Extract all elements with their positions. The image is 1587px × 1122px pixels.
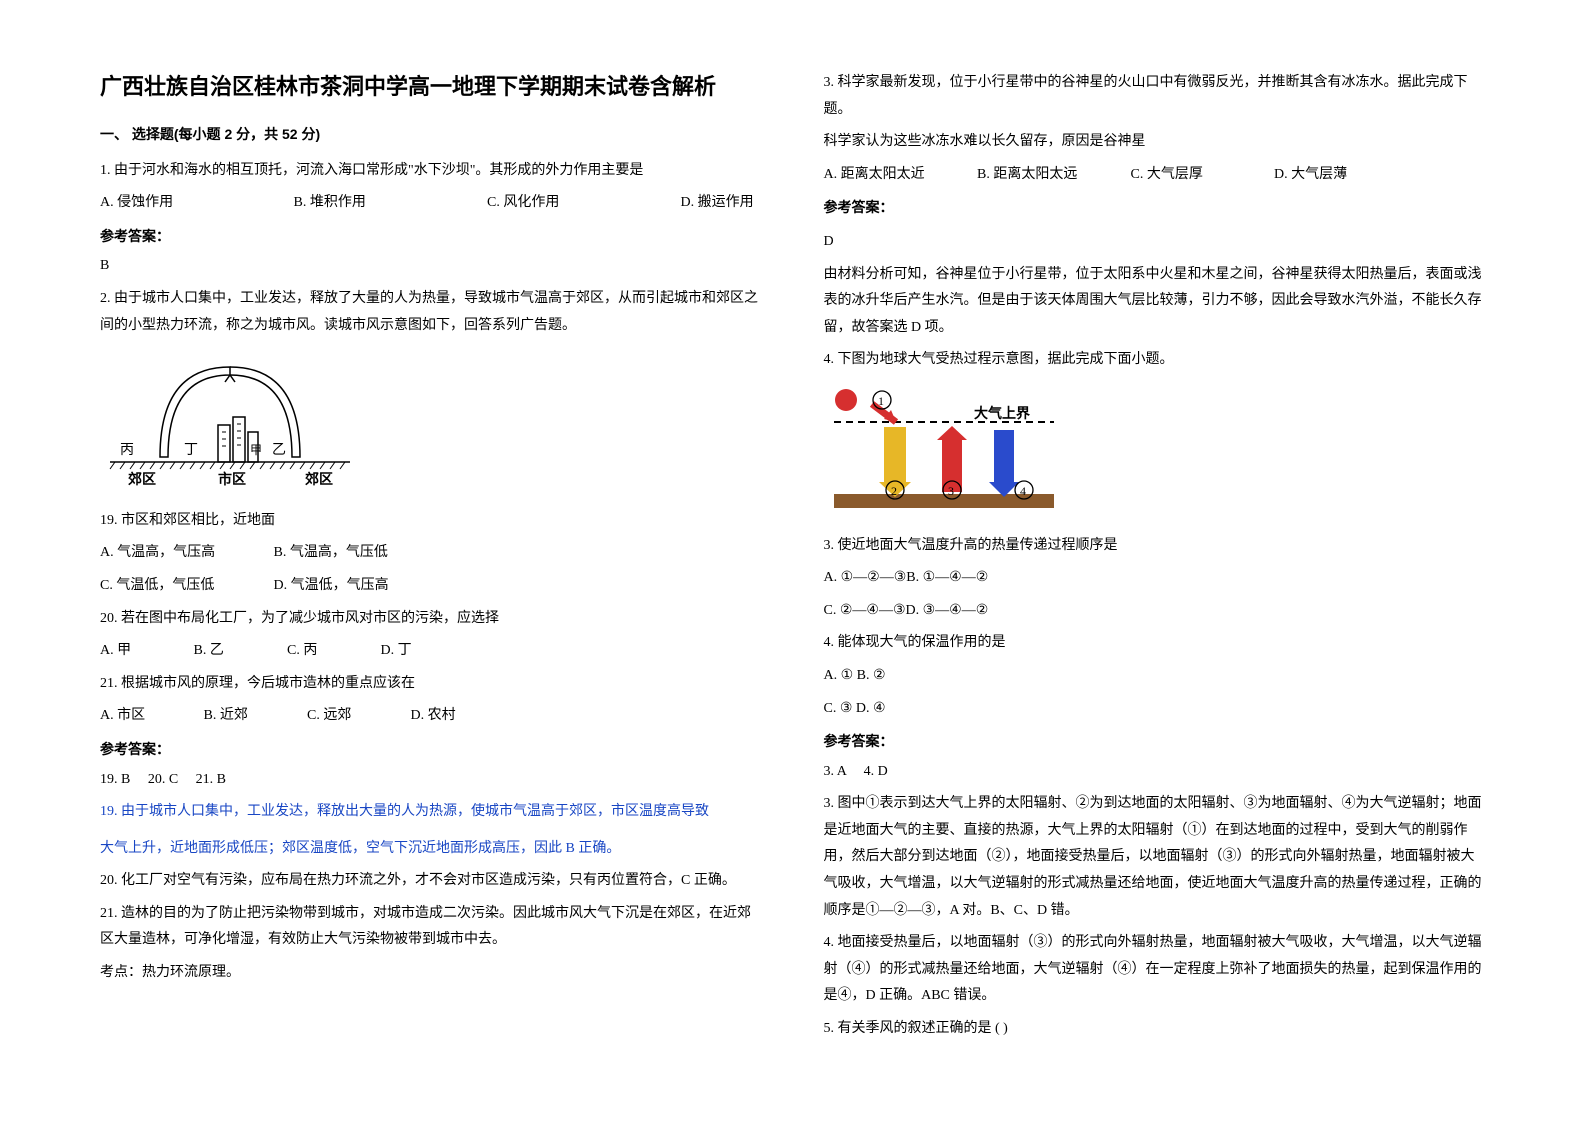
q2-19-opts-row1: A. 气温高，气压高 B. 气温高，气压低 — [100, 540, 764, 567]
city-wind-diagram: 丙 丁 甲 乙 郊区 市区 郊区 — [100, 347, 764, 498]
q3-exp: 由材料分析可知，谷神星位于小行星带，位于太阳系中火星和木星之间，谷神星获得太阳热… — [824, 262, 1488, 342]
diagram-label-bing: 丙 — [120, 443, 134, 458]
q1-opt-b: B. 堆积作用 — [294, 190, 484, 217]
diagram-label-left: 郊区 — [128, 471, 156, 487]
q2-20-opts: A. 甲 B. 乙 C. 丙 D. 丁 — [100, 638, 764, 665]
q2-19-a: A. 气温高，气压高 — [100, 540, 270, 567]
q1-stem: 1. 由于河水和海水的相互顶托，河流入海口常形成"水下沙坝"。其形成的外力作用主… — [100, 158, 764, 185]
svg-text:2: 2 — [891, 484, 897, 498]
q3-opts: A. 距离太阳太近 B. 距离太阳太远 C. 大气层厚 D. 大气层薄 — [824, 162, 1488, 189]
exam-title: 广西壮族自治区桂林市茶洞中学高一地理下学期期末试卷含解析 — [100, 70, 764, 103]
q2-exp19b: 大气上升，近地面形成低压；郊区温度低，空气下沉近地面形成高压，因此 B 正确。 — [100, 836, 764, 863]
q2-answer-line: 19. B 20. C 21. B — [100, 767, 764, 794]
q5-stem: 5. 有关季风的叙述正确的是 ( ) — [824, 1016, 1488, 1043]
q4-intro: 4. 下图为地球大气受热过程示意图，据此完成下面小题。 — [824, 347, 1488, 374]
q2-20-d: D. 丁 — [381, 638, 412, 665]
q4-exp3: 3. 图中①表示到达大气上界的太阳辐射、②为到达地面的太阳辐射、③为地面辐射、④… — [824, 791, 1488, 924]
svg-text:4: 4 — [1020, 484, 1026, 498]
q2-21-a: A. 市区 — [100, 703, 200, 730]
q3-stem: 科学家认为这些冰冻水难以长久留存，原因是谷神星 — [824, 129, 1488, 156]
q4-3-ab: A. ①—②—③B. ①—④—② — [824, 565, 1488, 592]
q3-intro: 3. 科学家最新发现，位于小行星带中的谷神星的火山口中有微弱反光，并推断其含有冰… — [824, 70, 1488, 123]
q4-4-ab: A. ① B. ② — [824, 663, 1488, 690]
q1-opt-d: D. 搬运作用 — [681, 190, 754, 217]
q4-3-stem: 3. 使近地面大气温度升高的热量传递过程顺序是 — [824, 533, 1488, 560]
atm-top-label: 大气上界 — [974, 405, 1031, 422]
q3-c: C. 大气层厚 — [1131, 162, 1271, 189]
q4-3-cd: C. ②—④—③D. ③—④—② — [824, 598, 1488, 625]
q2-exp21: 21. 造林的目的为了防止把污染物带到城市，对城市造成二次污染。因此城市风大气下… — [100, 901, 764, 954]
q4-4-cd: C. ③ D. ④ — [824, 696, 1488, 723]
diagram-label-yi: 乙 — [272, 442, 286, 458]
q2-20-b: B. 乙 — [194, 638, 284, 665]
q2-exp20: 20. 化工厂对空气有污染，应布局在热力环流之外，才不会对市区造成污染，只有丙位… — [100, 868, 764, 895]
q3-answer: D — [824, 229, 1488, 256]
diagram-label-ding: 丁 — [184, 443, 198, 458]
right-column: 3. 科学家最新发现，位于小行星带中的谷神星的火山口中有微弱反光，并推断其含有冰… — [824, 70, 1488, 1052]
q4-answer-label: 参考答案： — [824, 728, 1488, 755]
q1-answer: B — [100, 253, 764, 280]
section-1-heading: 一、 选择题(每小题 2 分，共 52 分) — [100, 121, 764, 148]
q1-opt-a: A. 侵蚀作用 — [100, 190, 290, 217]
q2-21-b: B. 近郊 — [204, 703, 304, 730]
q2-21-c: C. 远郊 — [307, 703, 407, 730]
diagram-label-right: 郊区 — [305, 471, 333, 487]
q1-answer-label: 参考答案： — [100, 223, 764, 250]
q1-options: A. 侵蚀作用 B. 堆积作用 C. 风化作用 D. 搬运作用 — [100, 190, 764, 217]
q3-b: B. 距离太阳太远 — [977, 162, 1127, 189]
q2-20-stem: 20. 若在图中布局化工厂，为了减少城市风对市区的污染，应选择 — [100, 606, 764, 633]
q4-4-stem: 4. 能体现大气的保温作用的是 — [824, 630, 1488, 657]
q2-19-stem: 19. 市区和郊区相比，近地面 — [100, 508, 764, 535]
atmosphere-heating-diagram: 大气上界 1 2 3 4 — [824, 382, 1488, 523]
q2-20-a: A. 甲 — [100, 638, 190, 665]
q2-kd: 考点：热力环流原理。 — [100, 960, 764, 987]
q2-intro: 2. 由于城市人口集中，工业发达，释放了大量的人为热量，导致城市气温高于郊区，从… — [100, 286, 764, 339]
q3-d: D. 大气层薄 — [1274, 162, 1347, 189]
q2-19-d: D. 气温低，气压高 — [274, 573, 389, 600]
q3-answer-label: 参考答案： — [824, 194, 1488, 221]
left-column: 广西壮族自治区桂林市茶洞中学高一地理下学期期末试卷含解析 一、 选择题(每小题 … — [100, 70, 764, 1052]
q2-answer-label: 参考答案： — [100, 736, 764, 763]
svg-text:3: 3 — [948, 484, 954, 498]
diagram-label-mid: 市区 — [218, 471, 246, 487]
q4-answer-line: 3. A 4. D — [824, 759, 1488, 786]
q2-21-stem: 21. 根据城市风的原理，今后城市造林的重点应该在 — [100, 671, 764, 698]
q2-19-c: C. 气温低，气压低 — [100, 573, 270, 600]
q1-opt-c: C. 风化作用 — [487, 190, 677, 217]
svg-text:1: 1 — [878, 394, 884, 408]
q2-19-opts-row2: C. 气温低，气压低 D. 气温低，气压高 — [100, 573, 764, 600]
q2-19-b: B. 气温高，气压低 — [274, 540, 388, 567]
q3-a: A. 距离太阳太近 — [824, 162, 974, 189]
q2-20-c: C. 丙 — [287, 638, 377, 665]
q2-21-d: D. 农村 — [411, 703, 456, 730]
q2-21-opts: A. 市区 B. 近郊 C. 远郊 D. 农村 — [100, 703, 764, 730]
diagram-label-jia: 甲 — [250, 443, 262, 457]
q2-exp19: 19. 由于城市人口集中，工业发达，释放出大量的人为热源，使城市气温高于郊区，市… — [100, 799, 764, 826]
q4-exp4: 4. 地面接受热量后，以地面辐射（③）的形式向外辐射热量，地面辐射被大气吸收，大… — [824, 930, 1488, 1010]
